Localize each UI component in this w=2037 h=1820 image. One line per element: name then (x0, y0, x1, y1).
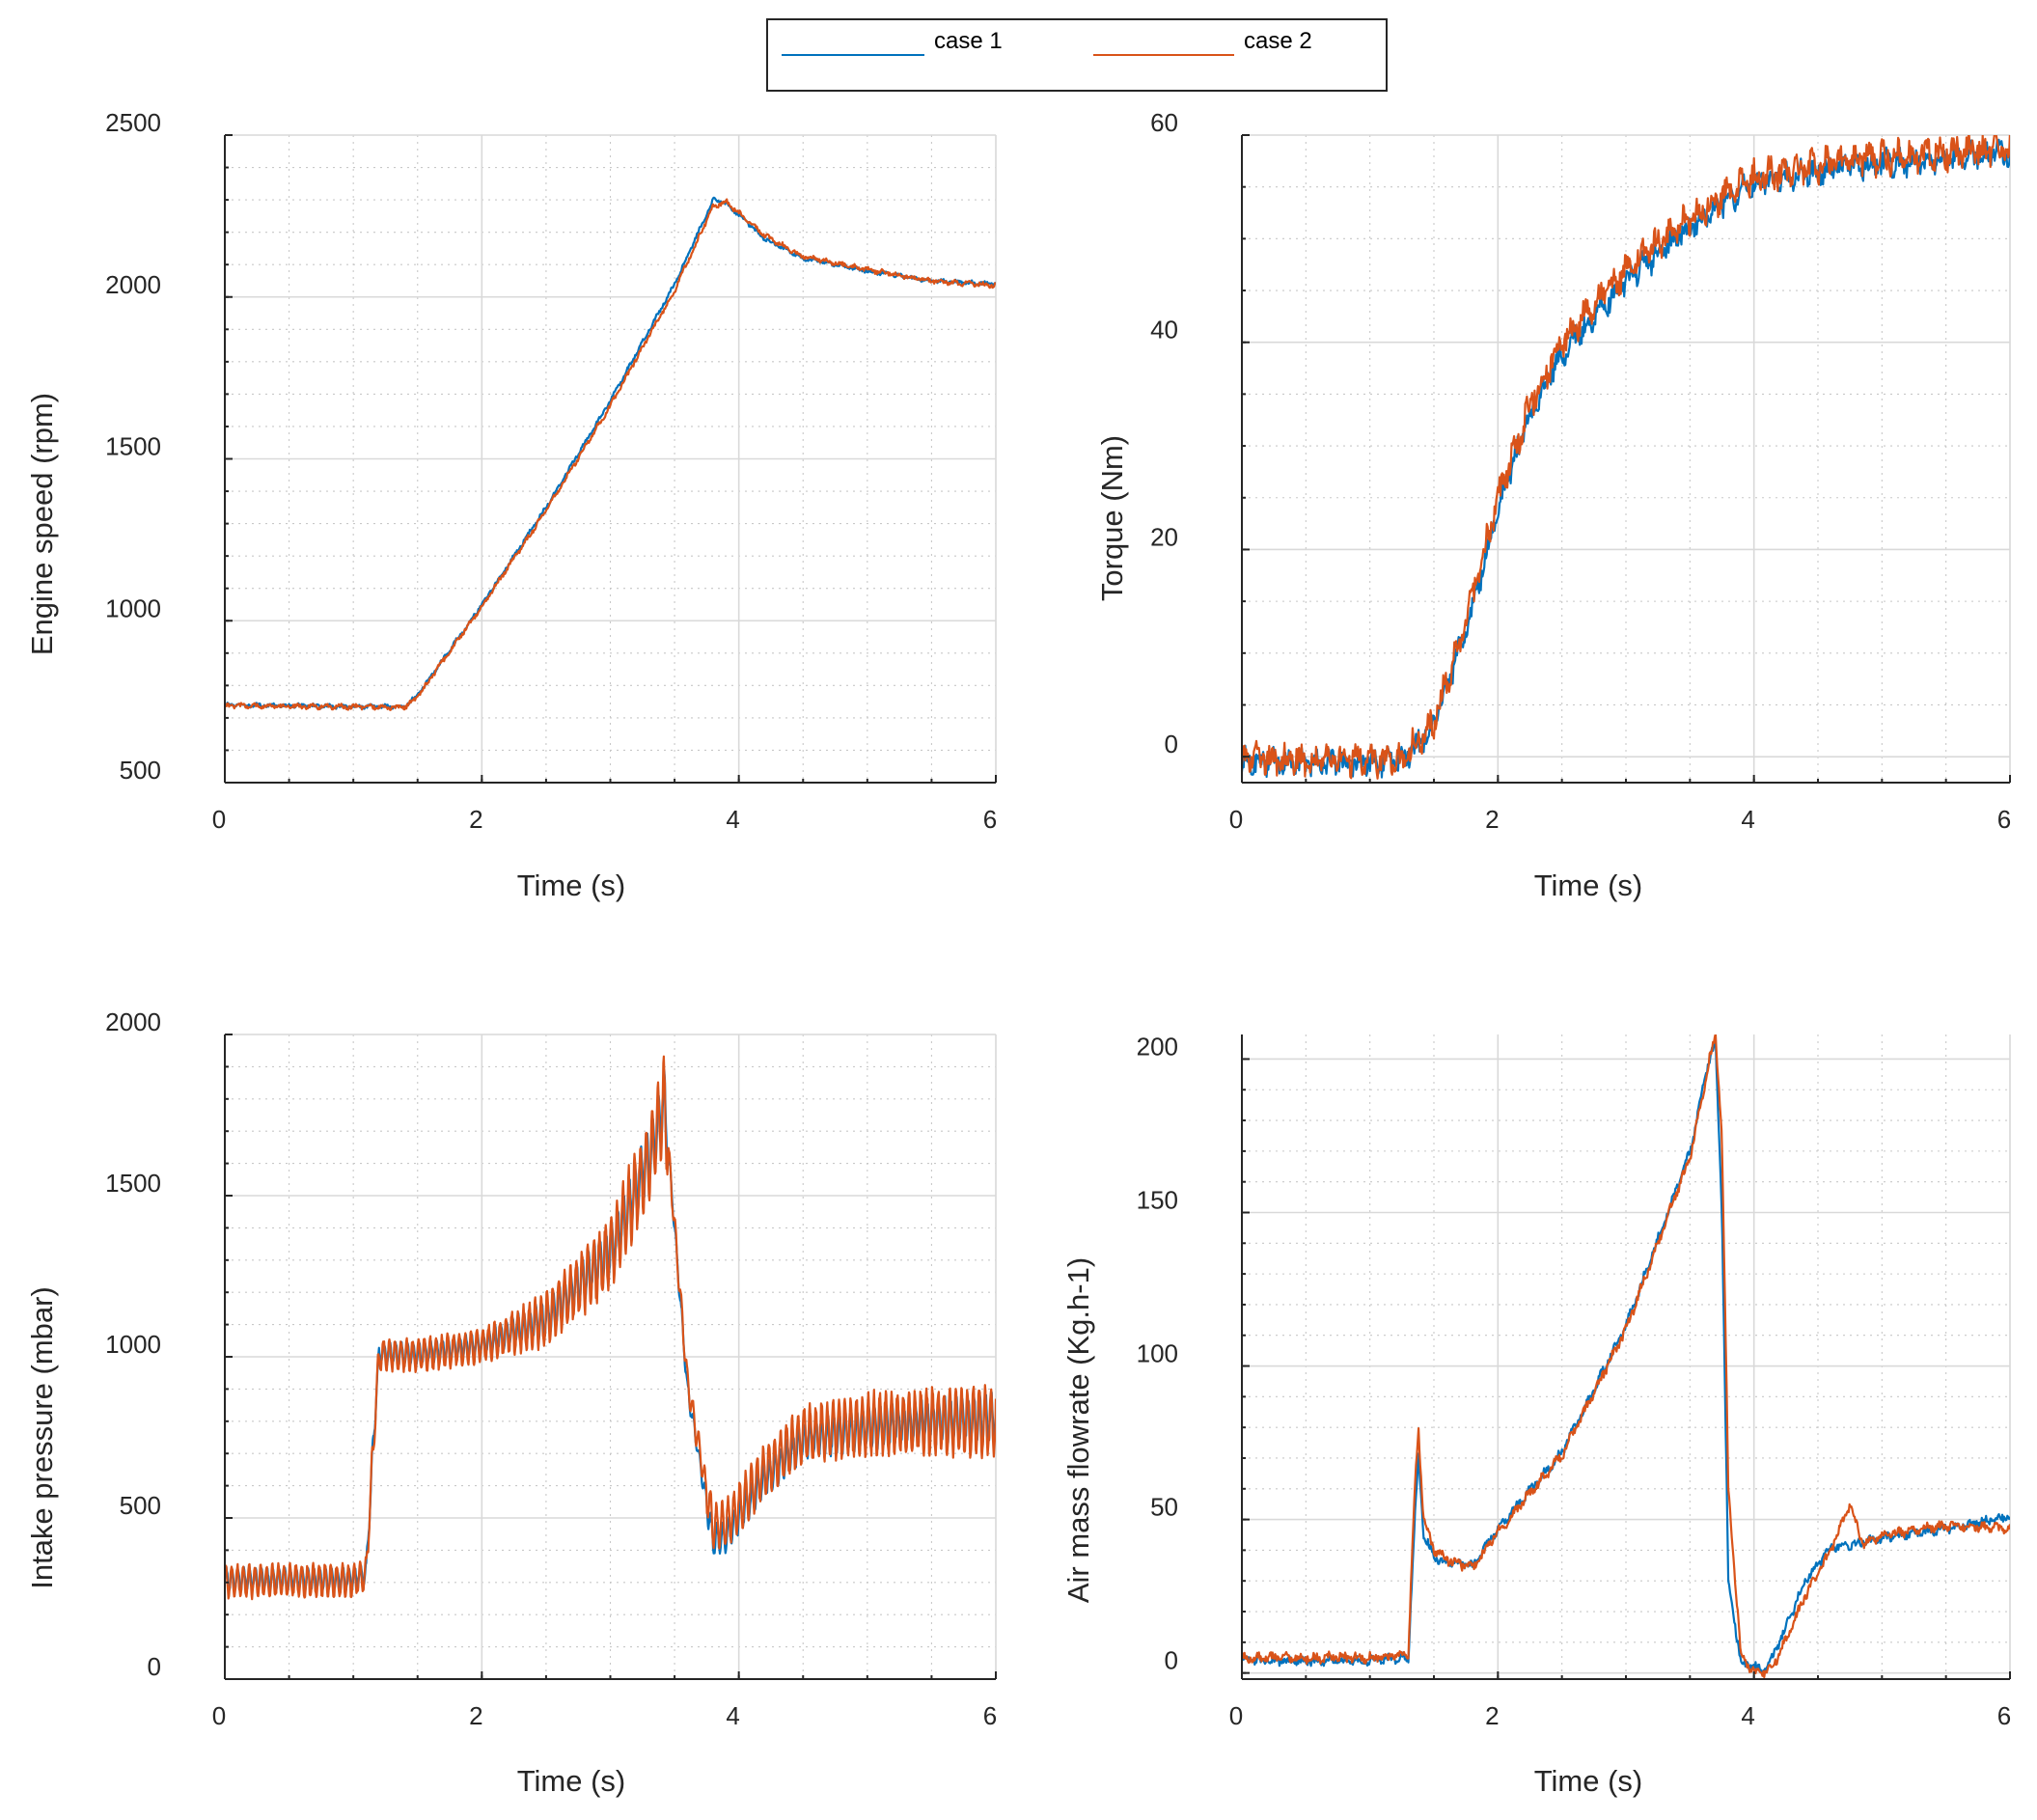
engine-speed-x-tick-label: 6 (983, 805, 997, 834)
air-mass-flowrate-x-tick-label: 0 (1229, 1701, 1243, 1730)
engine-speed-x-axis-label: Time (s) (517, 869, 626, 902)
torque-axes (1241, 134, 2011, 784)
engine-speed-y-tick-label: 1500 (105, 432, 161, 461)
torque-x-tick-label: 6 (1997, 805, 2011, 834)
torque-y-tick-label: 0 (1165, 730, 1178, 758)
intake-pressure-axes (224, 1034, 997, 1680)
intake-pressure-y-tick-label: 2000 (105, 1007, 161, 1036)
intake-pressure-tick-labels: 0 2 4 6 0 500 1000 1500 2000 (105, 1007, 997, 1730)
intake-pressure-panel: 0 2 4 6 0 500 1000 1500 2000 Time (s) Intake pre… (25, 1007, 997, 1798)
intake-pressure-y-axis-label: Intake pressure (mbar) (25, 1286, 59, 1589)
engine-speed-axes (224, 134, 997, 784)
intake-pressure-y-tick-label: 1000 (105, 1330, 161, 1359)
torque-x-tick-label: 4 (1741, 805, 1754, 834)
air-mass-flowrate-series (1242, 1034, 2010, 1679)
engine-speed-x-tick-label: 2 (469, 805, 482, 834)
air-mass-flowrate-axes (1241, 1034, 2011, 1680)
intake-pressure-x-tick-label: 0 (212, 1701, 226, 1730)
engine-speed-y-tick-label: 2500 (105, 108, 161, 137)
air-mass-flowrate-x-tick-label: 2 (1485, 1701, 1499, 1730)
air-mass-flowrate-x-axis-label: Time (s) (1534, 1764, 1643, 1798)
torque-y-tick-label: 40 (1150, 316, 1178, 345)
intake-pressure-x-tick-label: 2 (469, 1701, 482, 1730)
air-mass-flowrate-x-tick-label: 6 (1997, 1701, 2011, 1730)
air-mass-flowrate-y-axis-label: Air mass flowrate (Kg.h-1) (1061, 1257, 1095, 1603)
engine-speed-panel: 0 2 4 6 500 1000 1500 2000 2500 Time (s) Engine … (25, 108, 997, 902)
intake-pressure-grid (224, 1034, 997, 1680)
intake-pressure-y-tick-label: 0 (148, 1652, 161, 1681)
torque-y-axis-label: Torque (Nm) (1095, 435, 1129, 601)
air-mass-flowrate-x-tick-label: 4 (1741, 1701, 1754, 1730)
torque-x-axis-label: Time (s) (1534, 869, 1643, 902)
engine-speed-x-tick-label: 4 (726, 805, 739, 834)
engine-speed-x-tick-label: 0 (212, 805, 226, 834)
intake-pressure-x-axis-label: Time (s) (517, 1764, 626, 1798)
intake-pressure-series-case2-line (225, 1055, 996, 1601)
air-mass-flowrate-series-case1-line (1242, 1037, 2010, 1675)
intake-pressure-series-case1-line (225, 1068, 996, 1593)
engine-speed-y-tick-label: 2000 (105, 270, 161, 299)
torque-series (1242, 135, 2010, 780)
engine-speed-grid (224, 134, 997, 784)
torque-x-tick-label: 2 (1485, 805, 1499, 834)
air-mass-flowrate-y-tick-label: 200 (1137, 1032, 1178, 1061)
air-mass-flowrate-grid (1241, 1034, 2011, 1679)
intake-pressure-series (225, 1055, 996, 1601)
intake-pressure-y-tick-label: 500 (120, 1491, 161, 1520)
legend-label-case2: case 2 (1244, 28, 1312, 54)
air-mass-flowrate-y-tick-label: 50 (1150, 1493, 1178, 1522)
engine-speed-y-tick-label: 1000 (105, 593, 161, 622)
air-mass-flowrate-y-tick-label: 100 (1137, 1339, 1178, 1368)
air-mass-flowrate-y-tick-label: 150 (1137, 1185, 1178, 1214)
air-mass-flowrate-panel: 0 2 4 6 0 50 100 150 200 Time (s) Air mass flowr… (1061, 1032, 2011, 1798)
engine-speed-series (225, 196, 996, 711)
intake-pressure-x-tick-label: 4 (726, 1701, 739, 1730)
engine-speed-tick-labels: 0 2 4 6 500 1000 1500 2000 2500 (105, 108, 997, 834)
legend: case 1 case 2 (766, 18, 1388, 92)
engine-speed-y-tick-label: 500 (120, 756, 161, 785)
legend-label-case1: case 1 (934, 28, 1003, 54)
torque-x-tick-label: 0 (1229, 805, 1243, 834)
torque-grid (1241, 134, 2011, 783)
air-mass-flowrate-series-case2-line (1242, 1034, 2010, 1679)
torque-y-tick-label: 60 (1150, 108, 1178, 137)
engine-speed-series-case2-line (225, 198, 996, 711)
intake-pressure-x-tick-label: 6 (983, 1701, 997, 1730)
engine-speed-y-axis-label: Engine speed (rpm) (25, 393, 59, 655)
torque-y-tick-label: 20 (1150, 522, 1178, 551)
air-mass-flowrate-tick-labels: 0 2 4 6 0 50 100 150 200 (1137, 1032, 2012, 1730)
torque-series-case1-line (1242, 138, 2010, 779)
intake-pressure-y-tick-label: 1500 (105, 1169, 161, 1198)
torque-series-case2-line (1242, 135, 2010, 780)
air-mass-flowrate-y-tick-label: 0 (1165, 1646, 1178, 1675)
